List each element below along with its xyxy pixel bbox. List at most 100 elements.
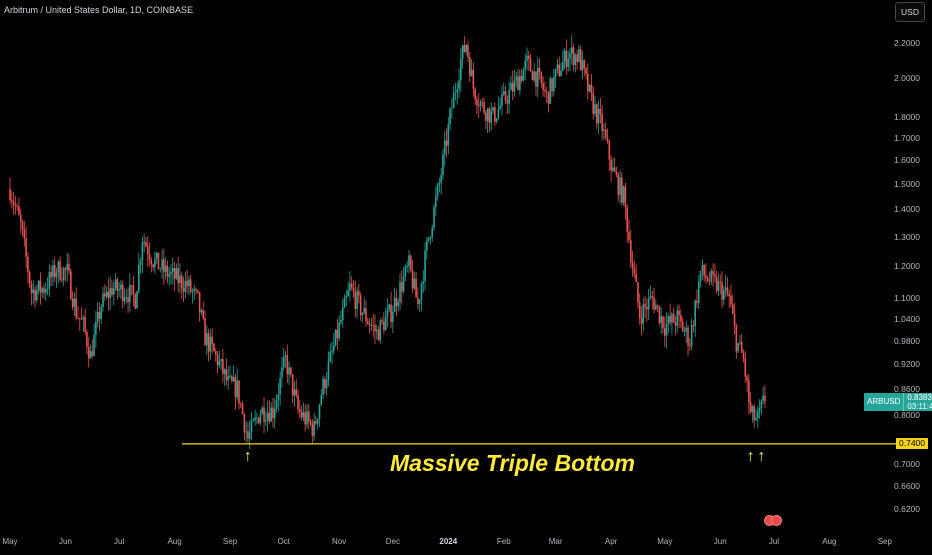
candle-down [311, 423, 314, 436]
candle-down [669, 316, 671, 323]
candle-up [418, 299, 421, 304]
candle-up [293, 389, 296, 396]
candle-down [472, 69, 475, 89]
candle-down [383, 321, 385, 331]
candle-up [384, 316, 387, 331]
candle-down [225, 369, 228, 381]
candle-up [465, 44, 467, 52]
candle-down [483, 102, 485, 113]
candle-up [436, 184, 439, 197]
candle-up [331, 350, 333, 353]
candle-up [519, 75, 521, 91]
candle-up [329, 352, 332, 362]
candle-down [579, 49, 582, 71]
candle-up [349, 283, 351, 291]
candle-down [53, 264, 56, 278]
time-axis[interactable]: May Jun Jul Aug Sep Oct Nov Dec 2024 Feb Mar Apr May… [0, 537, 932, 550]
candle-down [696, 300, 698, 303]
candle-up [508, 90, 510, 104]
candle-up [399, 282, 401, 303]
candle-down [374, 325, 376, 332]
events-badge-icon[interactable] [764, 515, 782, 527]
candle-up [388, 304, 391, 310]
candle-up [62, 268, 65, 281]
candle-down [712, 271, 714, 275]
candle-down [547, 91, 550, 104]
candle-up [694, 300, 696, 327]
candle-down [663, 328, 666, 336]
candle-up [44, 289, 47, 293]
candle-down [50, 272, 52, 277]
candle-up [250, 420, 253, 433]
candle-up [232, 377, 235, 382]
candle-down [134, 294, 137, 309]
candle-down [207, 333, 210, 352]
candle-up [93, 334, 95, 357]
candle-up [114, 279, 117, 289]
candle-up [252, 420, 255, 422]
candle-down [202, 310, 205, 319]
candle-down [689, 345, 691, 347]
candle-up [136, 291, 138, 309]
candle-down [23, 229, 26, 239]
candle-up [143, 242, 145, 243]
candle-up [757, 411, 759, 418]
candle-up [161, 259, 163, 269]
price-tick-label: 0.7000 [894, 459, 920, 470]
price-tick-label: 0.8600 [894, 383, 920, 394]
price-tick-label: 0.9800 [894, 335, 920, 346]
candle-down [653, 297, 655, 310]
candle-up [603, 129, 605, 131]
candle-down [542, 82, 544, 90]
candle-up [236, 380, 239, 398]
candle-down [116, 279, 119, 291]
candle-up [433, 206, 435, 228]
candle-up [341, 307, 344, 321]
candle-down [365, 308, 367, 322]
candle-down [585, 68, 587, 74]
time-tick-label: Sep [877, 537, 892, 546]
candle-down [687, 327, 689, 346]
time-tick-label: Jul [768, 537, 780, 546]
candle-down [104, 293, 106, 297]
candle-down [587, 73, 589, 92]
candle-down [231, 376, 233, 382]
candle-down [558, 64, 561, 76]
candle-down [520, 75, 523, 81]
candle-down [352, 287, 355, 293]
candle-down [34, 289, 36, 301]
candle-down [84, 317, 86, 332]
candle-up [218, 361, 221, 366]
candle-up [442, 154, 444, 175]
currency-button[interactable]: USD [895, 2, 925, 22]
candle-up [73, 298, 76, 308]
candle-down [601, 113, 603, 131]
candle-up [277, 394, 280, 401]
candle-up [184, 280, 187, 292]
candle-up [449, 109, 451, 125]
price-axis[interactable]: 2.2000 2.0000 1.8000 1.7000 1.6000 1.5000 1.40… [894, 0, 932, 538]
candle-down [71, 298, 74, 308]
time-tick-label: Nov [332, 537, 347, 546]
candle-down [324, 378, 326, 389]
candle-down [127, 297, 129, 303]
candle-down [672, 313, 675, 323]
candle-up [647, 298, 650, 310]
candle-down [409, 255, 412, 271]
candle-up [588, 84, 591, 92]
candle-up [751, 406, 754, 413]
candle-down [70, 271, 72, 299]
candle-down [166, 265, 169, 277]
candle-up [159, 268, 162, 270]
time-tick-label: Jul [114, 537, 125, 546]
price-tick-label: 2.0000 [894, 73, 920, 84]
candle-up [536, 67, 539, 87]
price-tick-label: 1.0400 [894, 313, 920, 324]
candle-up [313, 421, 315, 436]
candle-up [52, 264, 54, 277]
candle-up [188, 279, 190, 287]
candle-up [710, 271, 713, 282]
candle-up [281, 367, 283, 378]
